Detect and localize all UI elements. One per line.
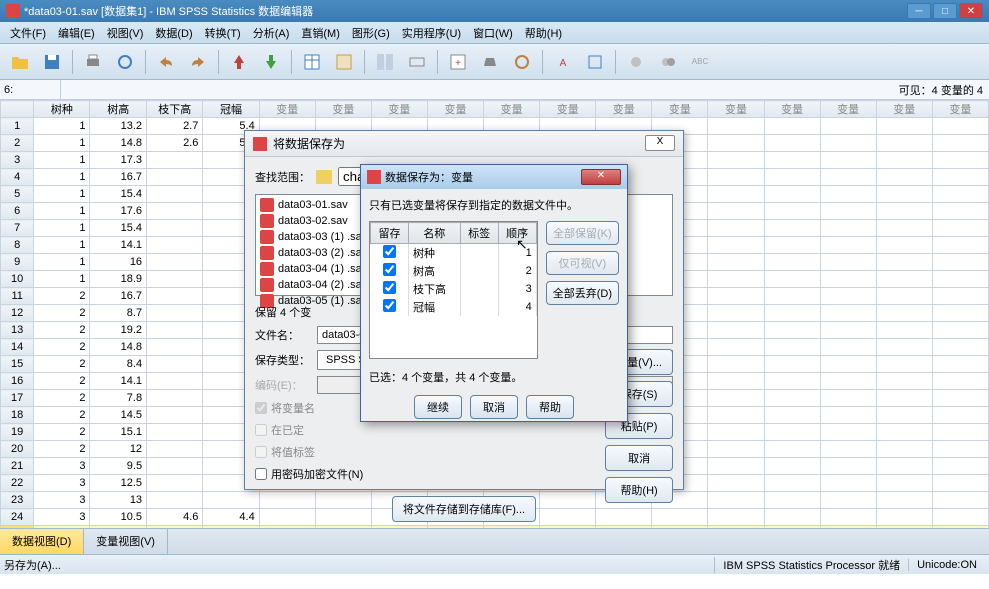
chk-vallabels — [255, 446, 267, 458]
keep-checkbox[interactable] — [383, 245, 396, 258]
vars-button[interactable] — [298, 48, 326, 76]
save-dialog-title: 将数据保存为 — [273, 135, 345, 152]
file-icon — [260, 198, 274, 212]
menu-图形(G)[interactable]: 图形(G) — [346, 23, 396, 43]
menu-文件(F)[interactable]: 文件(F) — [4, 23, 52, 43]
menu-数据(D)[interactable]: 数据(D) — [149, 23, 198, 43]
vars-dialog-icon — [367, 170, 381, 184]
vars-summary: 已选：4 个变量，共 4 个变量。 — [369, 369, 619, 385]
weight-button[interactable] — [476, 48, 504, 76]
minimize-button[interactable]: ─ — [907, 3, 931, 19]
value-labels-button[interactable] — [403, 48, 431, 76]
split-button[interactable] — [371, 48, 399, 76]
keep-checkbox[interactable] — [383, 281, 396, 294]
menu-bar: 文件(F)编辑(E)视图(V)数据(D)转换(T)分析(A)直销(M)图形(G)… — [0, 22, 989, 44]
window-titlebar: *data03-01.sav [数据集1] - IBM SPSS Statist… — [0, 0, 989, 22]
cell-edit-field[interactable] — [60, 80, 893, 99]
file-icon — [260, 278, 274, 292]
app-icon — [6, 4, 20, 18]
use-sets-button[interactable] — [581, 48, 609, 76]
var-row[interactable]: 树种1 — [371, 244, 537, 263]
svg-text:A: A — [560, 58, 567, 69]
print-button[interactable] — [79, 48, 107, 76]
visible-only-button[interactable]: 仅可视(V) — [546, 251, 619, 275]
drop-all-button[interactable]: 全部丢弃(D) — [546, 281, 619, 305]
file-icon — [260, 246, 274, 260]
tab-variable-view[interactable]: 变量视图(V) — [84, 529, 168, 554]
vars-dialog-title: 数据保存为：变量 — [385, 169, 581, 185]
file-icon — [260, 230, 274, 244]
goto-button[interactable] — [225, 48, 253, 76]
preview-button[interactable] — [111, 48, 139, 76]
vars-dialog-close-button[interactable]: ✕ — [581, 169, 621, 185]
save-dialog-close-button[interactable]: X — [645, 135, 675, 151]
open-button[interactable] — [6, 48, 34, 76]
folder-icon — [316, 170, 332, 184]
vars-dialog-msg: 只有已选变量将保存到指定的数据文件中。 — [369, 197, 619, 213]
status-left: 另存为(A)... — [4, 557, 61, 573]
window-title: *data03-01.sav [数据集1] - IBM SPSS Statist… — [24, 3, 907, 19]
cell-edit-bar: 6: 可见：4 变量的 4 — [0, 80, 989, 100]
svg-text:+: + — [455, 58, 461, 69]
var-row[interactable]: 树高2 — [371, 262, 537, 280]
menu-分析(A)[interactable]: 分析(A) — [247, 23, 296, 43]
close-button[interactable]: ✕ — [959, 3, 983, 19]
filetype-label: 保存类型： — [255, 352, 311, 368]
lookin-label: 查找范围： — [255, 169, 310, 185]
help-vars-button[interactable]: 帮助 — [526, 395, 574, 419]
help-save-button[interactable]: 帮助(H) — [605, 477, 673, 503]
redo-button[interactable] — [184, 48, 212, 76]
menu-编辑(E)[interactable]: 编辑(E) — [52, 23, 101, 43]
find-button[interactable] — [330, 48, 358, 76]
chk-encrypt[interactable] — [255, 468, 267, 480]
keep-checkbox[interactable] — [383, 263, 396, 276]
keep-all-button[interactable]: 全部保留(K) — [546, 221, 619, 245]
tb-extra1[interactable] — [622, 48, 650, 76]
encoding-label: 编码(E)： — [255, 377, 311, 393]
menu-帮助(H)[interactable]: 帮助(H) — [519, 23, 568, 43]
variable-table[interactable]: 留存名称标签顺序树种1树高2枝下高3冠幅4 — [369, 221, 538, 359]
save-dialog-icon — [253, 137, 267, 151]
filename-label: 文件名： — [255, 327, 311, 343]
var-row[interactable]: 枝下高3 — [371, 280, 537, 298]
status-unicode: Unicode:ON — [908, 559, 985, 571]
tb-extra2[interactable] — [654, 48, 682, 76]
chk-defined — [255, 424, 267, 436]
save-dialog-titlebar: 将数据保存为 X — [245, 131, 683, 157]
store-repo-button[interactable]: 将文件存储到存储库(F)... — [392, 496, 536, 522]
cell-address: 6: — [0, 84, 60, 96]
file-icon — [260, 214, 274, 228]
menu-直销(M)[interactable]: 直销(M) — [295, 23, 346, 43]
show-labels-button[interactable]: A — [549, 48, 577, 76]
goto-down-button[interactable] — [257, 48, 285, 76]
maximize-button[interactable]: □ — [933, 3, 957, 19]
continue-button[interactable]: 继续 — [414, 395, 462, 419]
save-button[interactable] — [38, 48, 66, 76]
status-processor: IBM SPSS Statistics Processor 就绪 — [714, 557, 908, 573]
file-icon — [260, 262, 274, 276]
save-variables-dialog: 数据保存为：变量 ✕ 只有已选变量将保存到指定的数据文件中。 留存名称标签顺序树… — [360, 164, 628, 422]
menu-视图(V)[interactable]: 视图(V) — [101, 23, 150, 43]
tab-data-view[interactable]: 数据视图(D) — [0, 529, 84, 554]
toolbar: + A ABC — [0, 44, 989, 80]
var-row[interactable]: 冠幅4 — [371, 298, 537, 316]
insert-case-button[interactable]: + — [444, 48, 472, 76]
cancel-vars-button[interactable]: 取消 — [470, 395, 518, 419]
menu-实用程序(U)[interactable]: 实用程序(U) — [396, 23, 467, 43]
vars-dialog-titlebar: 数据保存为：变量 ✕ — [361, 165, 627, 189]
status-bar: 另存为(A)... IBM SPSS Statistics Processor … — [0, 554, 989, 574]
svg-text:ABC: ABC — [692, 57, 709, 66]
menu-转换(T)[interactable]: 转换(T) — [199, 23, 247, 43]
visible-vars-info: 可见：4 变量的 4 — [893, 82, 989, 98]
cancel-save-button[interactable]: 取消 — [605, 445, 673, 471]
menu-窗口(W)[interactable]: 窗口(W) — [467, 23, 519, 43]
chk-varnames — [255, 402, 267, 414]
select-button[interactable] — [508, 48, 536, 76]
undo-button[interactable] — [152, 48, 180, 76]
keep-checkbox[interactable] — [383, 299, 396, 312]
spellcheck-button[interactable]: ABC — [686, 48, 714, 76]
